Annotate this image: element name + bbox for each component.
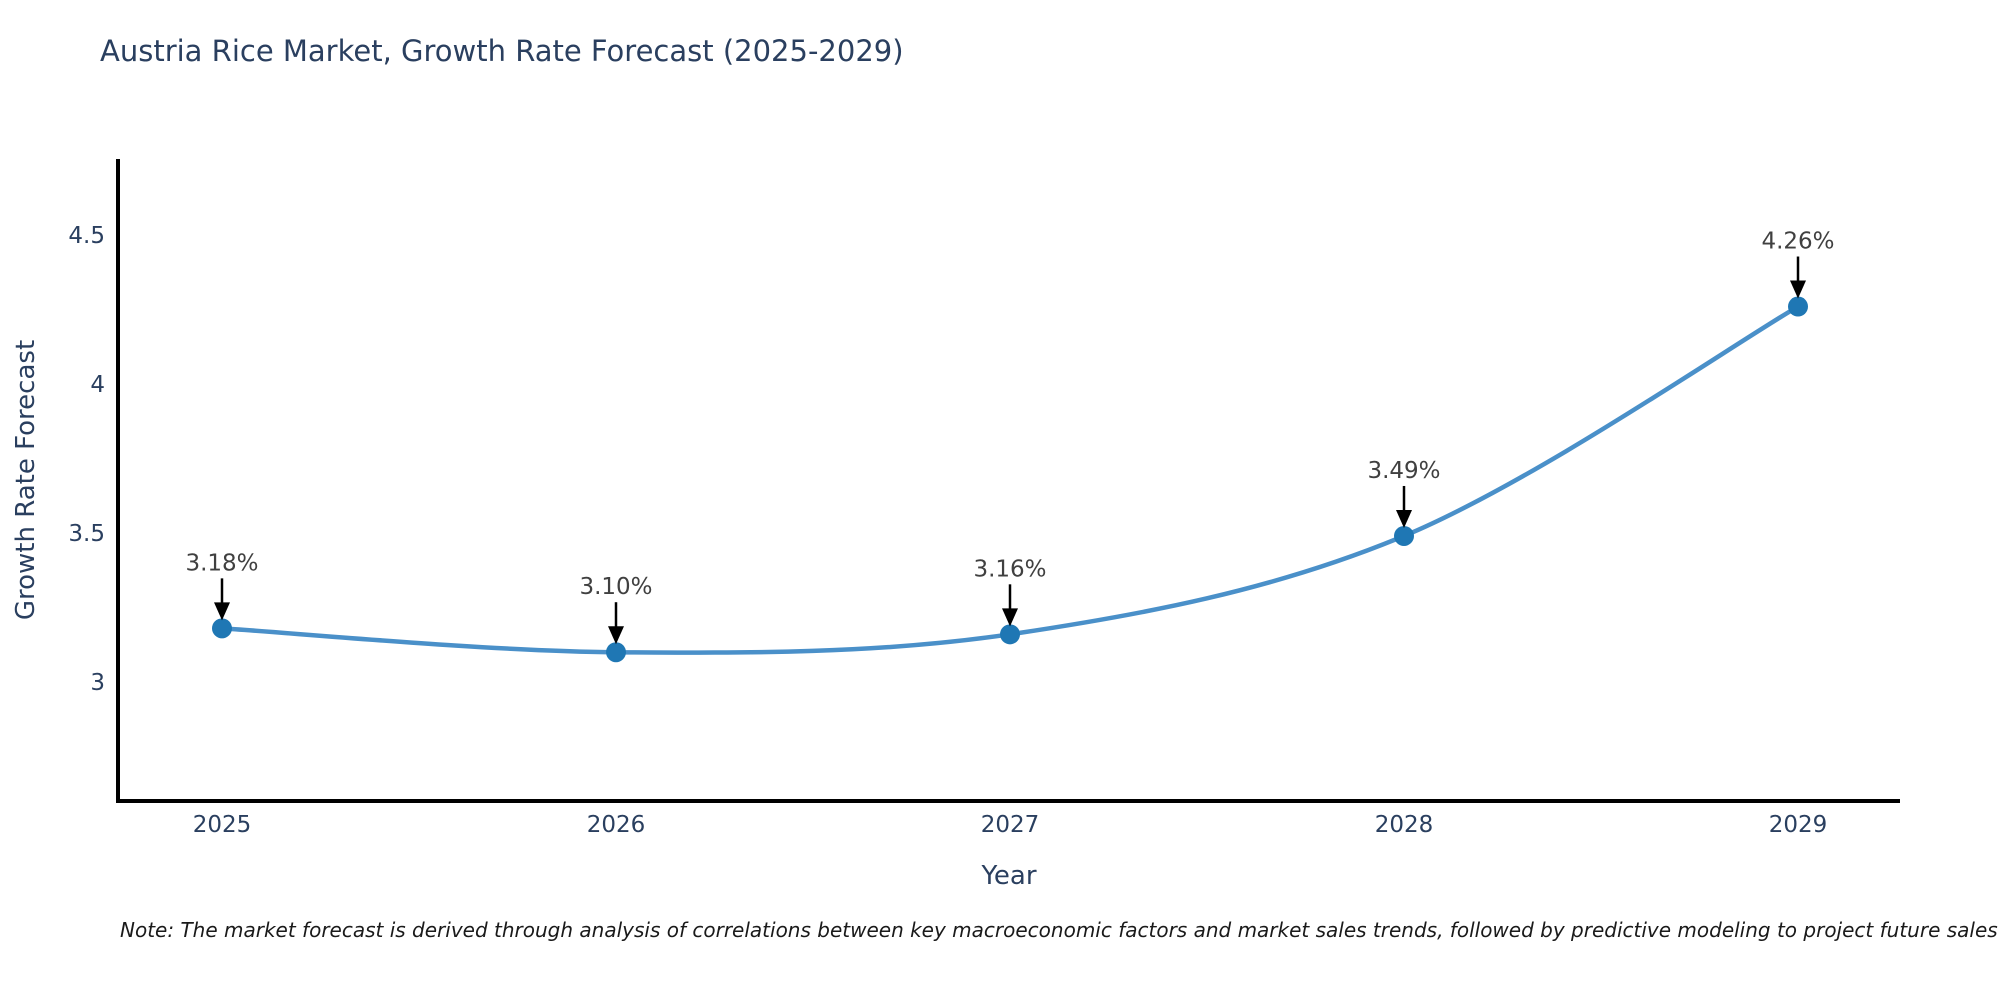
data-point-2027[interactable] (1000, 624, 1020, 645)
x-tick-label: 2027 (981, 812, 1040, 838)
data-point-2029[interactable] (1788, 296, 1808, 317)
x-tick-label: 2026 (587, 812, 646, 838)
x-tick-label: 2029 (1769, 812, 1828, 838)
footnote: Note: The market forecast is derived thr… (120, 918, 1998, 942)
data-point-2028[interactable] (1394, 525, 1414, 546)
point-value-label: 3.49% (1367, 458, 1440, 484)
annotation-arrow-head (1790, 280, 1806, 299)
x-tick-label: 2028 (1375, 812, 1434, 838)
x-tick-label: 2025 (193, 812, 252, 838)
annotation-layer: 3.18% 3.10% 3.16% 3.49% 4.26% (185, 229, 1835, 645)
point-value-label: 3.18% (185, 550, 258, 576)
annotation-arrow-head (1002, 608, 1018, 627)
data-point-2025[interactable] (212, 618, 232, 639)
y-tick-label: 4 (90, 372, 105, 398)
point-value-label: 3.10% (579, 574, 652, 600)
tick-layer: 3 3.5 4 4.5 2025 2026 2027 2028 2029 (68, 223, 1827, 838)
y-tick-label: 3 (90, 670, 105, 696)
y-axis-title: Growth Rate Forecast (11, 340, 41, 620)
point-value-label: 3.16% (973, 556, 1046, 582)
chart-title: Austria Rice Market, Growth Rate Forecas… (100, 34, 904, 68)
annotation-arrow-head (608, 626, 624, 645)
x-axis-title: Year (980, 861, 1036, 891)
annotation-arrow-head (214, 602, 230, 621)
series-layer (212, 296, 1808, 663)
data-point-2026[interactable] (606, 642, 626, 663)
y-tick-label: 4.5 (68, 223, 105, 249)
annotation-arrow-head (1396, 509, 1412, 528)
point-value-label: 4.26% (1761, 229, 1834, 255)
y-tick-label: 3.5 (68, 521, 105, 547)
